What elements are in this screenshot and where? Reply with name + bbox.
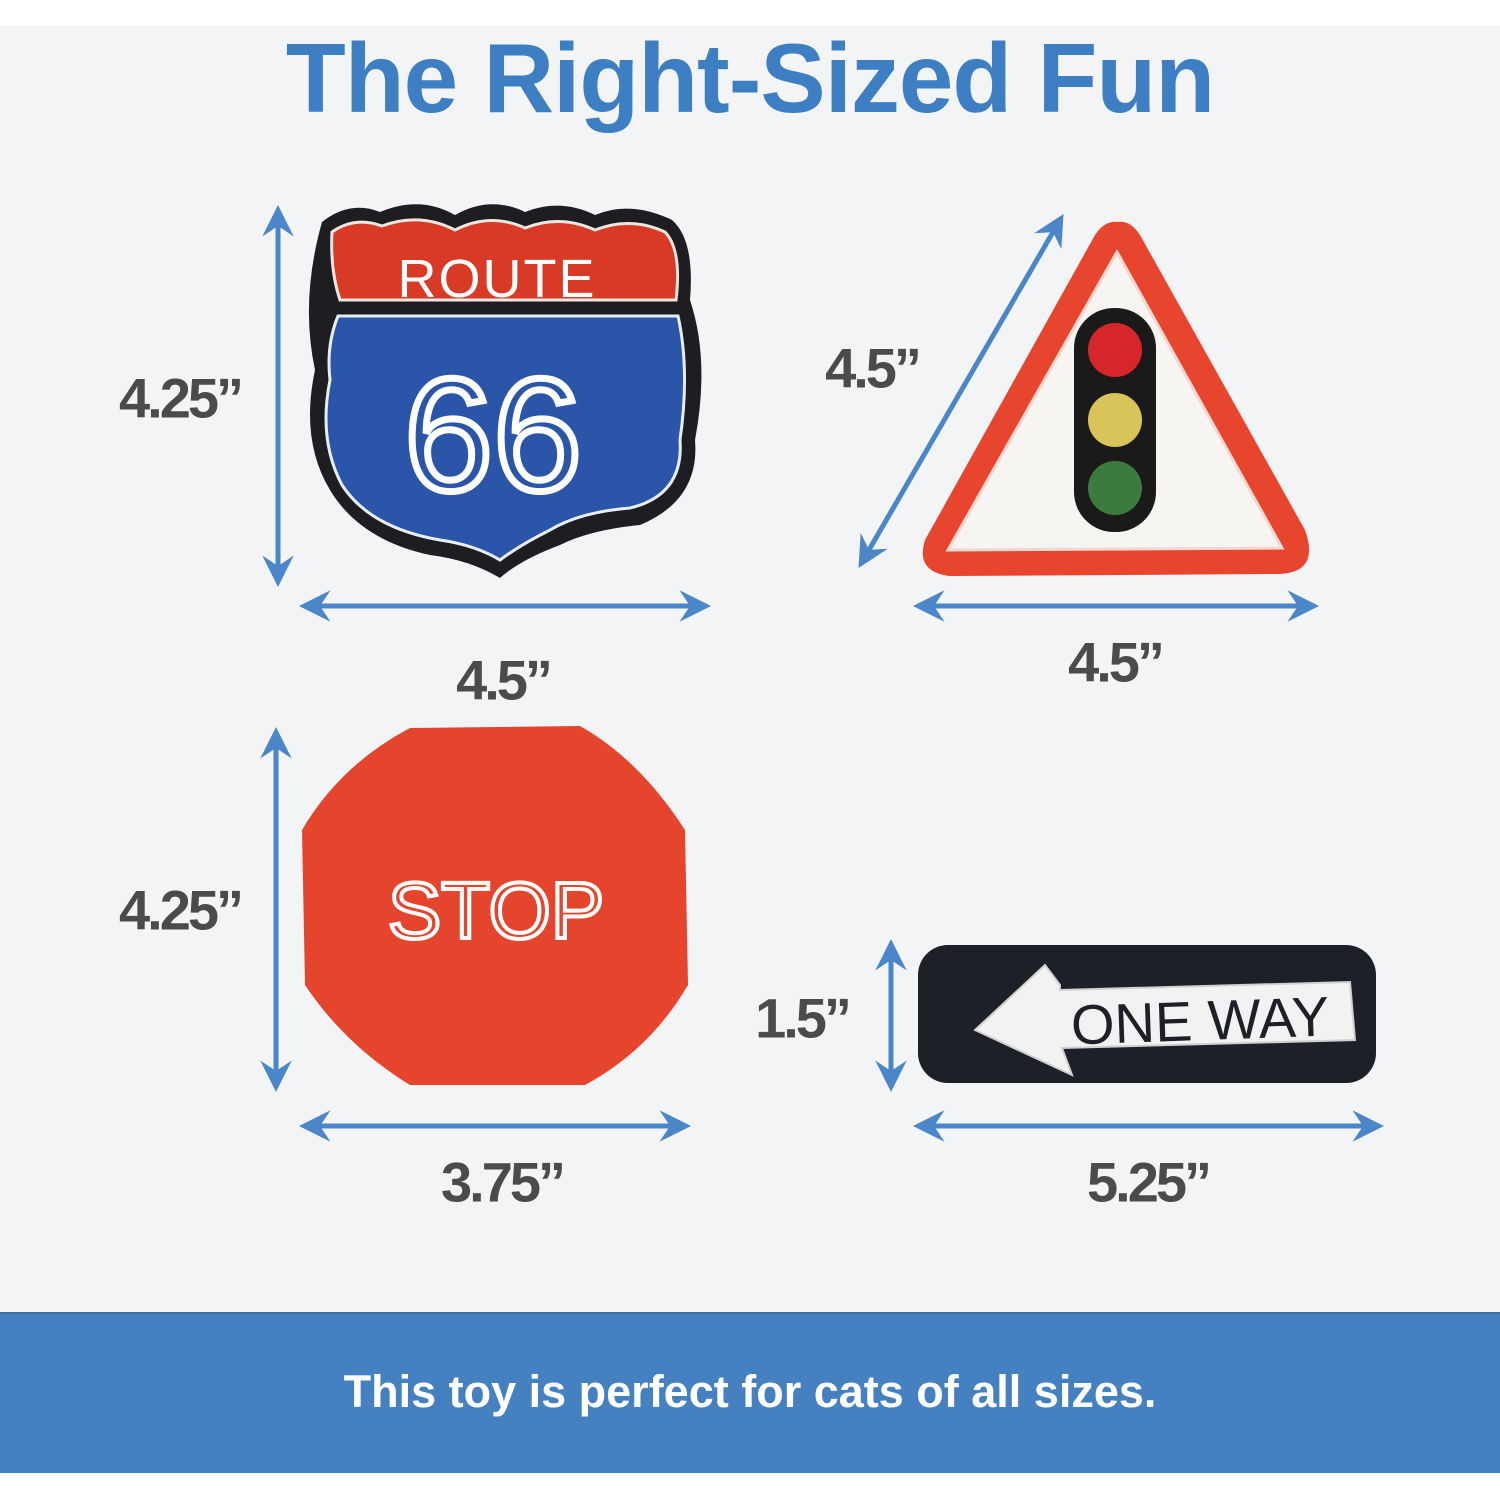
- one-way-toy: ONE WAY: [918, 945, 1376, 1083]
- one-way-text: ONE WAY: [1070, 985, 1330, 1057]
- stop-width-label: 3.75”: [441, 1150, 566, 1214]
- triangle-side-arrow: [858, 213, 1064, 569]
- oneway-height-label: 1.5”: [755, 986, 852, 1050]
- stop-toy: STOP: [302, 726, 688, 1085]
- route66-width-label: 4.5”: [456, 648, 553, 712]
- stop-text: STOP: [388, 866, 604, 955]
- page-title: The Right-Sized Fun: [285, 23, 1215, 133]
- route-66-toy: ROUTE 66: [308, 204, 702, 578]
- route-text: ROUTE: [398, 249, 597, 309]
- traffic-light-toy: [922, 221, 1310, 576]
- route-number-text: 66: [404, 345, 582, 524]
- oneway-width-label: 5.25”: [1087, 1150, 1212, 1214]
- stop-height-label: 4.25”: [119, 878, 244, 942]
- footer-band: [0, 1312, 1500, 1473]
- triangle-width-label: 4.5”: [1068, 630, 1165, 694]
- triangle-side-label: 4.5”: [825, 336, 922, 400]
- background-panel: [0, 26, 1500, 1312]
- route66-height-label: 4.25”: [119, 366, 244, 430]
- footer-text: This toy is perfect for cats of all size…: [343, 1366, 1157, 1417]
